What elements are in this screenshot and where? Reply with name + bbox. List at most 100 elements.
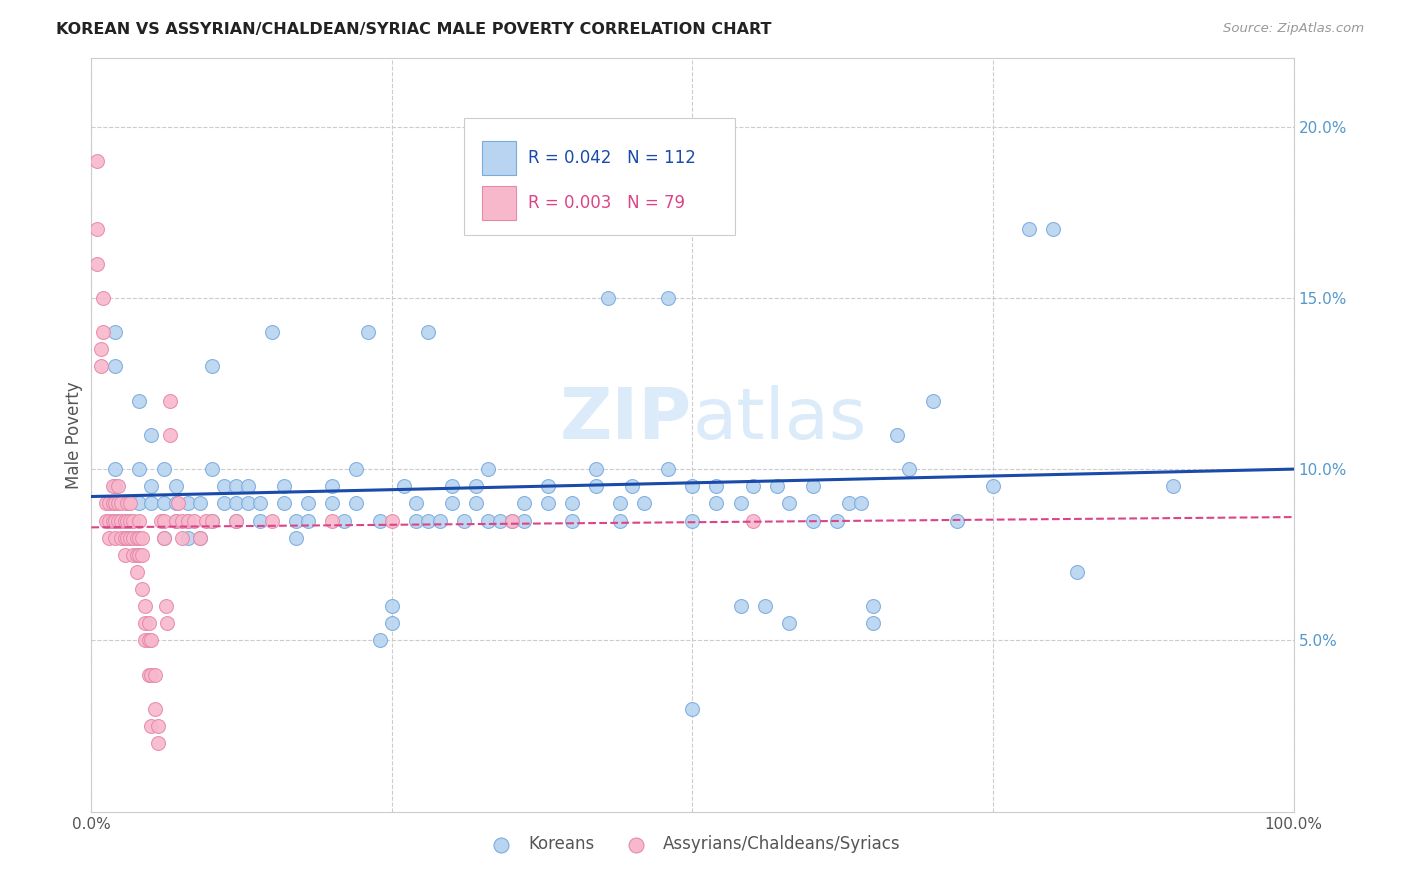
Point — [225, 514, 247, 528]
Point — [128, 548, 150, 562]
Point — [1161, 479, 1184, 493]
Point — [825, 514, 848, 528]
Point — [165, 514, 187, 528]
Point — [93, 325, 115, 339]
Point — [225, 514, 247, 528]
Point — [200, 359, 222, 374]
Point — [754, 599, 776, 614]
Point — [730, 496, 752, 510]
Point — [94, 496, 117, 510]
Point — [134, 616, 156, 631]
Text: Source: ZipAtlas.com: Source: ZipAtlas.com — [1223, 22, 1364, 36]
Point — [114, 531, 136, 545]
Point — [156, 616, 179, 631]
Point — [681, 514, 703, 528]
Point — [122, 548, 145, 562]
Point — [344, 496, 367, 510]
Point — [561, 514, 583, 528]
Point — [110, 514, 132, 528]
Point — [284, 514, 307, 528]
Point — [862, 616, 884, 631]
Point — [90, 359, 112, 374]
Point — [188, 531, 211, 545]
Point — [118, 514, 141, 528]
Bar — [482, 141, 516, 175]
Point — [101, 496, 124, 510]
Point — [321, 514, 343, 528]
Point — [357, 325, 380, 339]
Text: R = 0.042   N = 112: R = 0.042 N = 112 — [527, 149, 696, 167]
Point — [513, 514, 536, 528]
Point — [117, 531, 139, 545]
Point — [598, 291, 620, 305]
Point — [392, 479, 415, 493]
Point — [143, 667, 166, 681]
Point — [633, 496, 655, 510]
Point — [501, 188, 523, 202]
Point — [212, 496, 235, 510]
Point — [465, 479, 488, 493]
Point — [128, 531, 150, 545]
Point — [125, 548, 148, 562]
Point — [609, 496, 631, 510]
Point — [93, 291, 115, 305]
Text: R = 0.003   N = 79: R = 0.003 N = 79 — [527, 194, 685, 212]
Point — [249, 496, 271, 510]
Point — [128, 393, 150, 408]
Point — [200, 462, 222, 476]
Point — [801, 479, 824, 493]
Point — [501, 514, 523, 528]
Point — [440, 479, 463, 493]
Point — [946, 514, 969, 528]
FancyBboxPatch shape — [464, 119, 734, 235]
Point — [621, 479, 644, 493]
Point — [849, 496, 872, 510]
Point — [152, 514, 174, 528]
Point — [897, 462, 920, 476]
Point — [440, 496, 463, 510]
Point — [165, 514, 187, 528]
Point — [141, 496, 163, 510]
Point — [585, 462, 607, 476]
Point — [159, 393, 181, 408]
Point — [134, 599, 156, 614]
Point — [778, 616, 800, 631]
Point — [98, 496, 121, 510]
Point — [117, 514, 139, 528]
Point — [117, 496, 139, 510]
Point — [138, 616, 160, 631]
Point — [368, 514, 391, 528]
Point — [381, 616, 404, 631]
Point — [838, 496, 860, 510]
Point — [183, 514, 205, 528]
Point — [101, 514, 124, 528]
Point — [114, 514, 136, 528]
Point — [146, 736, 169, 750]
Point — [741, 479, 763, 493]
Point — [150, 514, 173, 528]
Point — [159, 427, 181, 442]
Point — [501, 514, 523, 528]
Point — [152, 496, 174, 510]
Point — [110, 531, 132, 545]
Point — [152, 531, 174, 545]
Point — [741, 514, 763, 528]
Point — [131, 548, 153, 562]
Point — [114, 548, 136, 562]
Point — [176, 496, 198, 510]
Point — [128, 462, 150, 476]
Point — [118, 531, 141, 545]
Point — [453, 514, 475, 528]
Point — [141, 719, 163, 733]
Point — [260, 514, 283, 528]
Point — [416, 325, 439, 339]
Point — [101, 479, 124, 493]
Point — [416, 514, 439, 528]
Point — [477, 462, 499, 476]
Point — [585, 479, 607, 493]
Point — [117, 496, 139, 510]
Point — [146, 719, 169, 733]
Point — [86, 256, 108, 270]
Point — [561, 496, 583, 510]
Point — [297, 496, 319, 510]
